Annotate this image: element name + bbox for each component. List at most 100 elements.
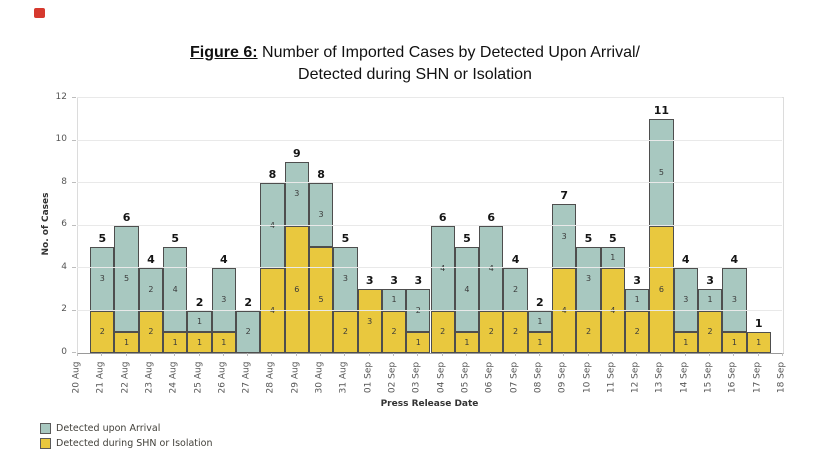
legend-swatch-shn-icon [40, 438, 51, 449]
bar-segment-shn [406, 331, 431, 353]
bar-segment-label: 4 [561, 306, 567, 315]
chart-title: Figure 6: Number of Imported Cases by De… [0, 42, 830, 86]
x-tick-mark-icon [295, 353, 297, 356]
x-tick-label: 13 Sep [654, 361, 665, 394]
bar-segment-label: 5 [318, 295, 324, 305]
gridline [77, 309, 782, 311]
x-tick-mark-icon [684, 353, 686, 356]
bar-segment-shn [746, 331, 771, 353]
y-tick-label: 8 [61, 176, 67, 187]
bar-segment-label: 2 [440, 327, 446, 337]
y-tick-label: 0 [61, 346, 67, 357]
bar-total-label: 4 [147, 253, 155, 266]
x-tick-label: 29 Aug [290, 361, 301, 394]
legend: Detected upon Arrival Detected during SH… [40, 421, 213, 451]
bar-segment-shn [673, 331, 698, 353]
bar-segment-label: 3 [683, 295, 689, 305]
bar-segment-shn [308, 246, 334, 353]
bar-segment-label: 2 [245, 327, 251, 337]
bar-segment-shn [527, 331, 553, 353]
bar-segment-label: 3 [342, 274, 348, 284]
bar-total-label: 8 [317, 168, 325, 181]
x-tick-label: 14 Sep [679, 361, 690, 394]
bar-total-label: 6 [438, 210, 447, 224]
bar-total-label: 5 [608, 231, 617, 245]
bar-segment-label: 1 [610, 252, 616, 262]
bar-segment-label: 3 [318, 210, 324, 220]
bar-segment-arrival [430, 225, 455, 311]
bar-total-label: 4 [511, 253, 520, 266]
bar-segment-label: 2 [634, 327, 640, 337]
chart-title-line2: Detected during SHN or Isolation [298, 66, 532, 83]
y-tick-mark-icon [72, 97, 76, 98]
gridline [77, 267, 782, 268]
bar-segment-shn [187, 331, 212, 353]
y-tick-label: 12 [55, 91, 67, 102]
x-tick-mark-icon [368, 353, 370, 356]
x-axis-title: Press Release Date [380, 399, 479, 409]
bar-segment-shn [697, 310, 723, 353]
y-tick-mark-icon [72, 352, 76, 353]
x-tick-mark-icon [222, 353, 224, 356]
bar-segment-label: 1 [634, 295, 640, 305]
bar-total-label: 11 [653, 104, 670, 118]
x-tick-label: 01 Sep [363, 361, 374, 394]
bar-total-label: 5 [584, 231, 593, 245]
bar-total-label: 4 [681, 253, 690, 266]
bar-segment-arrival [649, 119, 674, 226]
bar-segment-label: 1 [537, 337, 543, 347]
x-tick-mark-icon [320, 353, 322, 356]
x-tick-label: 27 Aug [241, 361, 252, 394]
bar-total-label: 4 [220, 253, 228, 266]
bar-total-label: 7 [560, 189, 569, 203]
bar-segment-shn [90, 310, 115, 353]
x-tick-label: 25 Aug [193, 361, 204, 394]
bar-segment-arrival [454, 246, 480, 332]
bar-segment-label: 1 [415, 337, 421, 347]
bar-total-label: 5 [341, 231, 350, 245]
x-tick-mark-icon [660, 353, 662, 356]
y-tick-mark-icon [72, 182, 76, 183]
bar-total-label: 6 [487, 210, 496, 224]
x-tick-mark-icon [77, 353, 78, 356]
legend-label-arrival: Detected upon Arrival [56, 422, 161, 434]
x-tick-label: 26 Aug [217, 361, 228, 394]
bar-segment-arrival [406, 289, 431, 332]
bar-segment-label: 2 [707, 327, 713, 337]
y-tick-label: 2 [61, 304, 67, 314]
bar-segment-label: 6 [658, 284, 664, 294]
bar-segment-label: 1 [707, 295, 713, 305]
bar-segment-shn [211, 331, 236, 353]
x-tick-mark-icon [344, 353, 346, 356]
x-tick-label: 08 Sep [533, 361, 544, 394]
bar-segment-shn [624, 310, 650, 353]
bar-segment-label: 1 [221, 337, 227, 347]
bar-segment-arrival [211, 268, 236, 332]
bar-segment-arrival [576, 246, 601, 311]
bar-segment-label: 1 [537, 316, 543, 326]
bar-segment-label: 1 [196, 337, 203, 347]
legend-label-shn: Detected during SHN or Isolation [56, 437, 213, 449]
bar-segment-shn [260, 268, 285, 353]
bar-segment-arrival [308, 183, 334, 247]
bar-segment-label: 4 [172, 284, 178, 294]
y-tick-label: 6 [61, 219, 67, 229]
bar-segment-label: 1 [124, 337, 130, 347]
bar-segment-label: 3 [221, 295, 227, 305]
y-tick-mark-icon [72, 309, 76, 311]
bar-segment-shn [552, 268, 577, 353]
bar-segment-shn [430, 310, 455, 353]
bar-total-label: 3 [365, 274, 374, 288]
bar-segment-label: 4 [464, 284, 470, 294]
bar-segment-label: 2 [342, 327, 348, 337]
bar-segment-label: 2 [148, 327, 154, 337]
bar-segment-label: 1 [196, 316, 203, 326]
gridline [77, 182, 782, 183]
bar-segment-label: 2 [391, 327, 397, 337]
bar-segment-label: 4 [610, 306, 616, 315]
x-tick-label: 11 Sep [606, 361, 617, 394]
bar-total-label: 2 [536, 295, 544, 309]
bar-segment-shn [722, 331, 747, 353]
